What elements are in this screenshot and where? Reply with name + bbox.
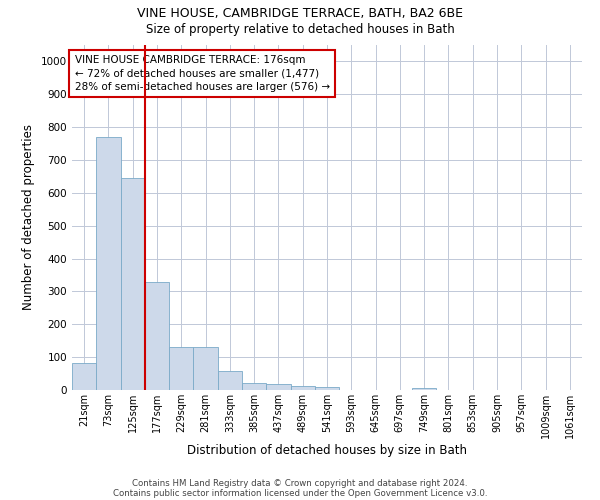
Bar [193,346,218,390]
Bar [218,372,242,390]
Bar [290,386,315,390]
Text: Size of property relative to detached houses in Bath: Size of property relative to detached ho… [146,22,454,36]
Text: VINE HOUSE, CAMBRIDGE TERRACE, BATH, BA2 6BE: VINE HOUSE, CAMBRIDGE TERRACE, BATH, BA2… [137,8,463,20]
Text: Contains public sector information licensed under the Open Government Licence v3: Contains public sector information licen… [113,488,487,498]
Y-axis label: Number of detached properties: Number of detached properties [22,124,35,310]
Bar [242,383,266,390]
Bar [169,346,193,390]
Bar [266,384,290,390]
Bar [96,137,121,390]
X-axis label: Distribution of detached houses by size in Bath: Distribution of detached houses by size … [187,444,467,456]
Bar [121,178,145,390]
Bar [145,282,169,390]
Bar [412,388,436,390]
Text: VINE HOUSE CAMBRIDGE TERRACE: 176sqm
← 72% of detached houses are smaller (1,477: VINE HOUSE CAMBRIDGE TERRACE: 176sqm ← 7… [74,56,329,92]
Bar [72,363,96,390]
Text: Contains HM Land Registry data © Crown copyright and database right 2024.: Contains HM Land Registry data © Crown c… [132,478,468,488]
Bar [315,388,339,390]
